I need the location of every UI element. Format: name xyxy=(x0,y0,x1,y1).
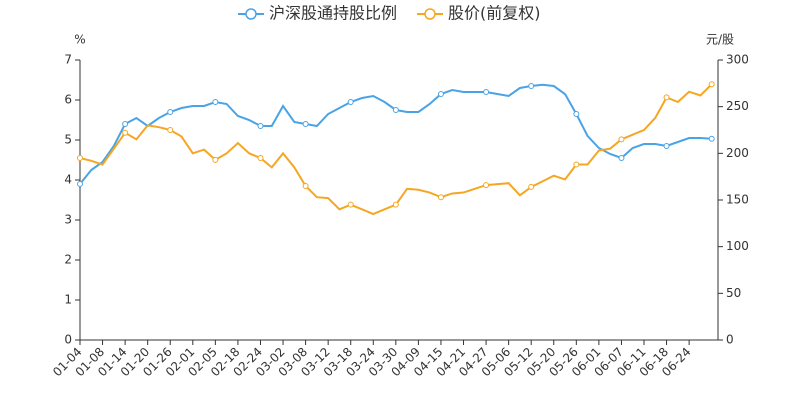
point xyxy=(302,183,309,189)
y-tick-label: 3 xyxy=(64,213,72,227)
y-tick-label: 4 xyxy=(64,173,72,187)
y-tick-label: 1 xyxy=(64,293,72,307)
point xyxy=(392,201,399,208)
series-line xyxy=(79,83,712,185)
y2-tick-label: 150 xyxy=(726,193,749,207)
series-line xyxy=(79,83,713,216)
point xyxy=(708,135,715,142)
y-tick-label: 0 xyxy=(64,333,72,347)
point xyxy=(167,109,174,115)
point xyxy=(483,182,490,189)
point xyxy=(212,99,219,105)
point xyxy=(483,89,490,95)
point xyxy=(663,94,670,101)
point xyxy=(302,121,309,127)
point xyxy=(618,136,625,143)
point xyxy=(257,123,264,129)
point xyxy=(528,83,535,89)
point xyxy=(663,143,670,149)
point xyxy=(437,194,444,201)
point xyxy=(77,181,83,187)
y2-tick-label: 250 xyxy=(726,99,749,113)
y2-axis-label: 元/股 xyxy=(706,33,734,47)
point xyxy=(212,156,219,163)
y-tick-label: 5 xyxy=(64,133,72,147)
y-axis-label: % xyxy=(74,33,85,47)
point xyxy=(122,129,129,136)
point xyxy=(122,121,129,127)
point xyxy=(437,91,444,97)
point xyxy=(347,201,354,208)
y2-tick-label: 300 xyxy=(726,53,749,67)
y2-tick-label: 0 xyxy=(726,333,734,347)
point xyxy=(257,155,264,161)
y-tick-label: 6 xyxy=(64,93,72,107)
legend-marker xyxy=(424,8,436,20)
point xyxy=(618,155,625,161)
point xyxy=(347,99,354,105)
point xyxy=(77,155,83,161)
legend-label: 股价(前复权) xyxy=(448,4,541,23)
point xyxy=(167,127,174,133)
y-tick-label: 2 xyxy=(64,253,72,267)
y2-tick-label: 50 xyxy=(726,286,741,300)
legend-marker xyxy=(245,8,257,20)
point xyxy=(573,161,580,168)
point xyxy=(528,183,535,190)
y2-tick-label: 100 xyxy=(726,239,749,253)
y2-tick-label: 200 xyxy=(726,146,749,160)
point xyxy=(392,107,399,113)
point xyxy=(708,81,715,88)
point xyxy=(573,111,580,117)
legend-label: 沪深股通持股比例 xyxy=(269,4,397,23)
y-tick-label: 7 xyxy=(64,53,72,67)
